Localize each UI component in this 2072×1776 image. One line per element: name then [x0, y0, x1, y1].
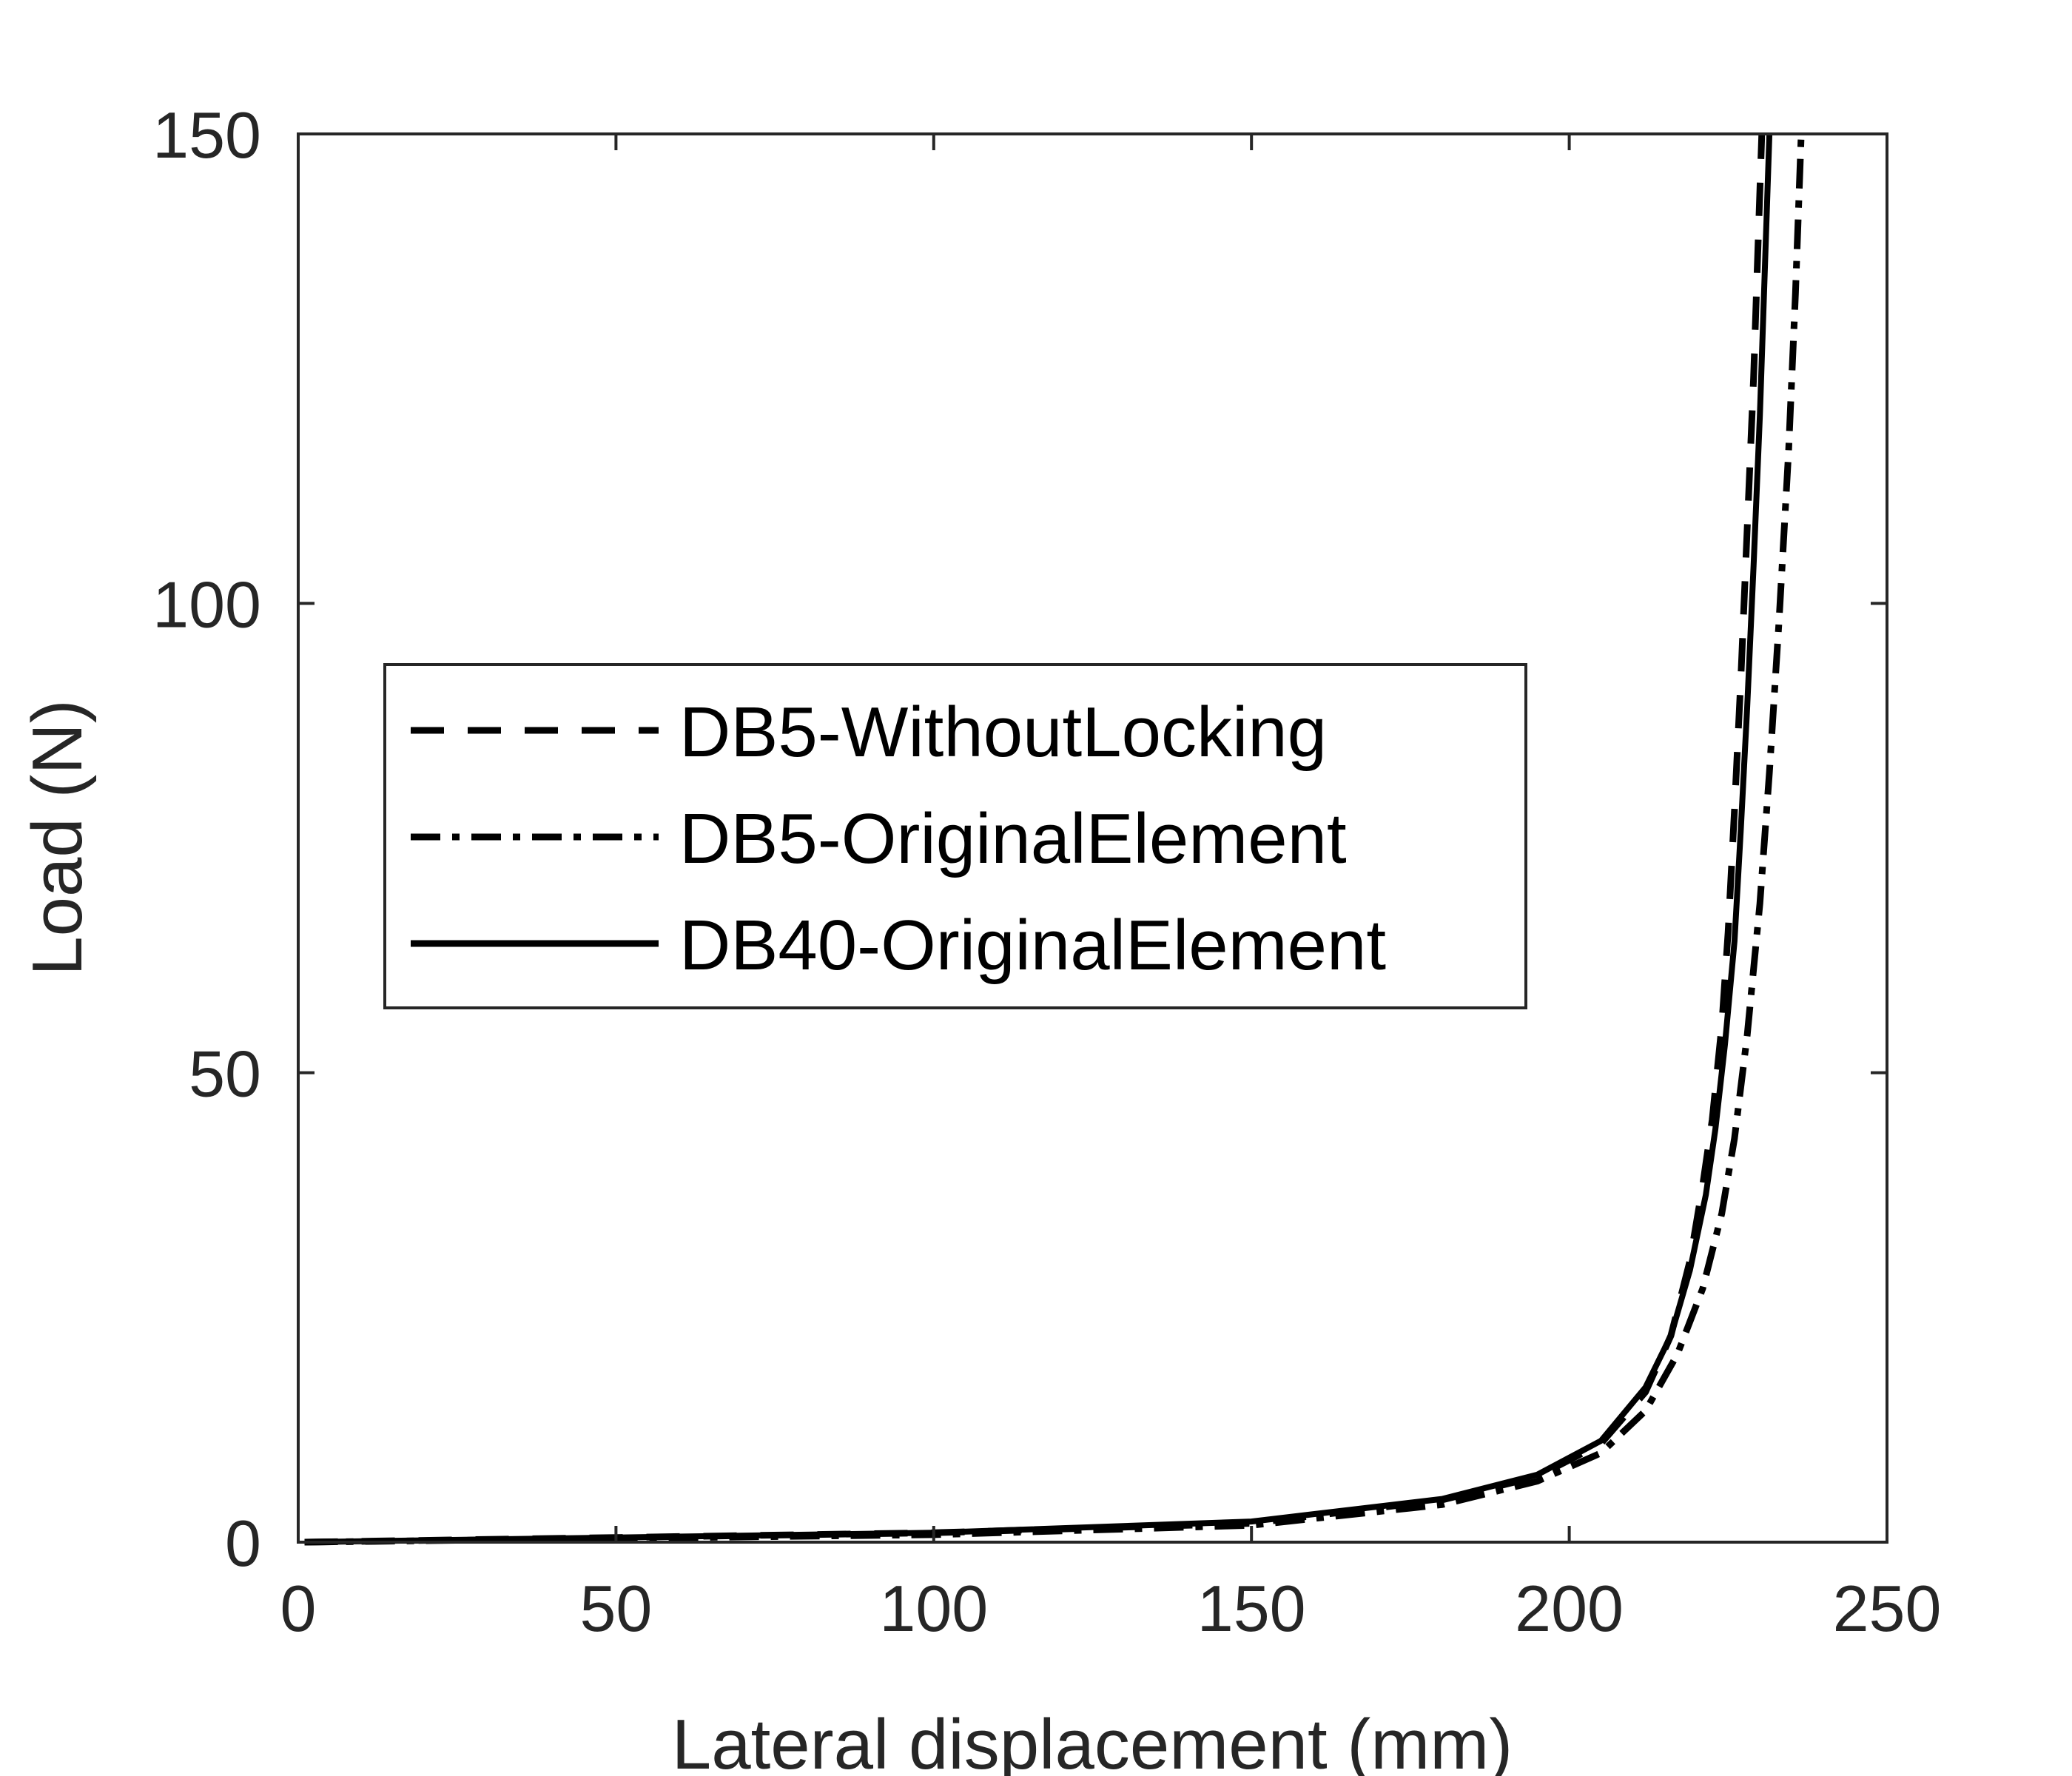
- legend-label-db40-originalelement: DB40-OriginalElement: [679, 906, 1386, 985]
- x-tick-label: 100: [879, 1572, 988, 1645]
- x-tick-label: 150: [1197, 1572, 1306, 1645]
- series-line-db40-originalelement: [304, 133, 1773, 1545]
- y-tick-label: 150: [152, 98, 261, 172]
- y-tick-label: 100: [152, 568, 261, 641]
- legend-label-db5-withoutlocking: DB5-WithoutLocking: [679, 693, 1327, 772]
- y-axis-label: Load (N): [18, 699, 97, 976]
- x-tick-label: 250: [1833, 1572, 1942, 1645]
- ticks-layer: 0 50 100 150 200 250 0 50 100 150: [152, 98, 1941, 1645]
- series-line-db5-originalelement: [304, 133, 1805, 1546]
- x-axis-label: Lateral displacement (mm): [672, 1705, 1513, 1776]
- y-tick-label: 0: [225, 1507, 261, 1580]
- x-tick-label: 0: [280, 1572, 317, 1645]
- legend-label-db5-originalelement: DB5-OriginalElement: [679, 799, 1347, 878]
- x-tick-label: 200: [1515, 1572, 1624, 1645]
- y-tick-label: 50: [189, 1037, 261, 1111]
- plot-area-frame: [297, 132, 1888, 1544]
- series-layer: [304, 133, 1805, 1546]
- x-tick-label: 50: [579, 1572, 652, 1645]
- legend: DB5-WithoutLocking DB5-OriginalElement D…: [383, 663, 1527, 1009]
